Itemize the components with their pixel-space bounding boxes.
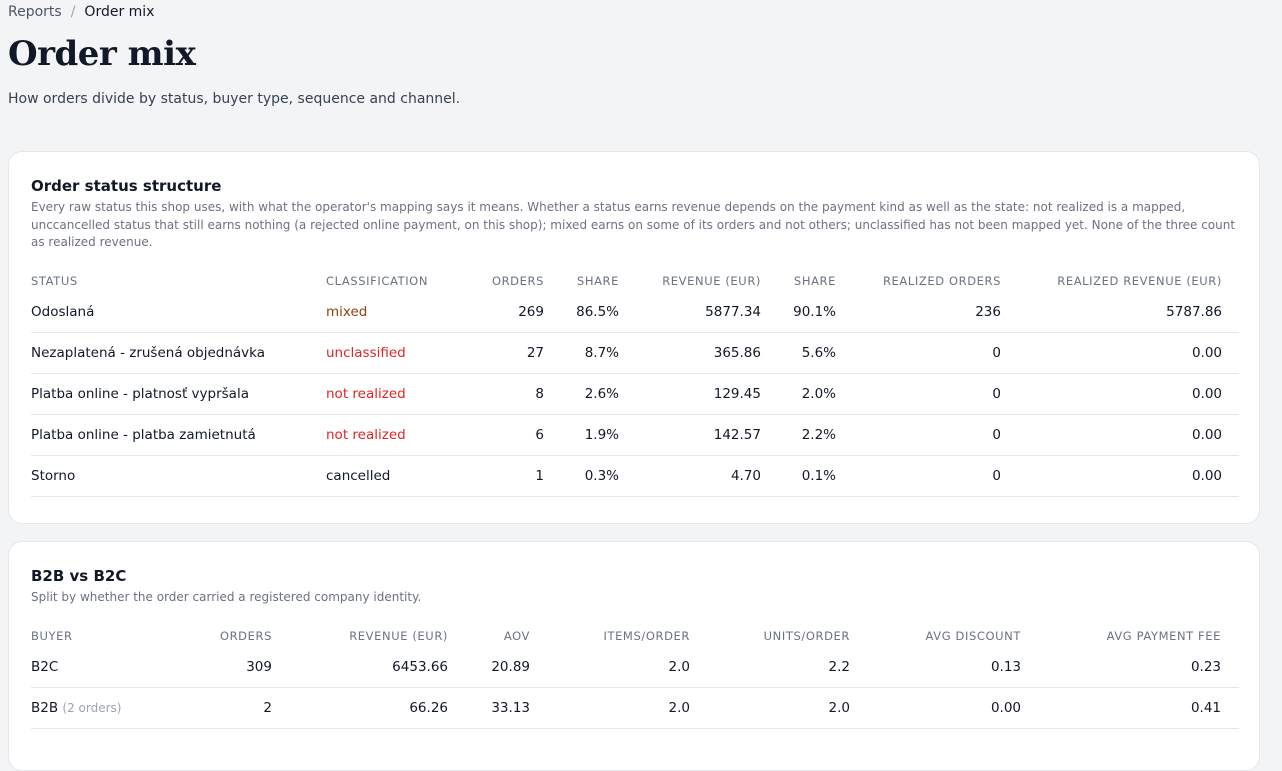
avg-payment-fee-cell: 0.23 <box>1021 646 1221 688</box>
orders-cell: 309 <box>141 646 272 688</box>
table-row: B2B (2 orders) 2 66.26 33.13 2.0 2.0 0.0… <box>31 687 1239 729</box>
table-row: Platba online - platba zamietnutá not re… <box>31 414 1239 456</box>
realized-revenue-cell: 0.00 <box>1001 414 1222 456</box>
column-header[interactable]: AOV <box>503 628 530 643</box>
aov-cell: 33.13 <box>448 687 530 729</box>
revenue-cell: 5877.34 <box>619 291 761 333</box>
revenue-share-cell: 90.1% <box>761 291 836 333</box>
revenue-share-cell: 2.2% <box>761 414 836 456</box>
table-row: B2C 309 6453.66 20.89 2.0 2.2 0.13 0.23 <box>31 646 1239 688</box>
status-cell: Platba online - platnosť vypršala <box>31 373 326 415</box>
items-per-order-cell: 2.0 <box>530 646 690 688</box>
units-per-order-cell: 2.0 <box>690 687 850 729</box>
column-header[interactable]: Classification <box>326 273 429 288</box>
classification-cell: unclassified <box>326 332 451 374</box>
avg-discount-cell: 0.00 <box>850 687 1021 729</box>
items-per-order-cell: 2.0 <box>530 687 690 729</box>
share-cell: 8.7% <box>544 332 619 374</box>
buyer-type-description: Split by whether the order carried a reg… <box>31 590 422 604</box>
realized-orders-cell: 0 <box>836 332 1001 374</box>
page-title: Order mix <box>8 34 196 74</box>
revenue-cell: 129.45 <box>619 373 761 415</box>
realized-orders-cell: 236 <box>836 291 1001 333</box>
classification-cell: cancelled <box>326 455 451 497</box>
column-header[interactable]: Share <box>576 273 619 288</box>
orders-cell: 2 <box>141 687 272 729</box>
status-cell: Storno <box>31 455 326 497</box>
buyer-order-count-note: (2 orders) <box>62 700 122 715</box>
orders-cell: 8 <box>451 373 544 415</box>
revenue-cell: 4.70 <box>619 455 761 497</box>
table-row: Platba online - platnosť vypršala not re… <box>31 373 1239 415</box>
revenue-cell: 142.57 <box>619 414 761 456</box>
breadcrumb-reports-link[interactable]: Reports <box>8 4 62 20</box>
orders-cell: 269 <box>451 291 544 333</box>
column-header[interactable]: Realized revenue (EUR) <box>1057 273 1222 288</box>
column-header[interactable]: Avg discount <box>925 628 1021 643</box>
order-status-title: Order status structure <box>31 177 222 195</box>
orders-cell: 1 <box>451 455 544 497</box>
revenue-cell: 6453.66 <box>272 646 448 688</box>
classification-cell: not realized <box>326 373 451 415</box>
avg-payment-fee-cell: 0.41 <box>1021 687 1221 729</box>
breadcrumb: Reports / Order mix <box>8 0 1274 24</box>
buyer-label: B2C <box>31 658 59 675</box>
breadcrumb-current: Order mix <box>84 4 155 20</box>
breadcrumb-separator: / <box>70 4 76 20</box>
classification-cell: not realized <box>326 414 451 456</box>
table-row: Odoslaná mixed 269 86.5% 5877.34 90.1% 2… <box>31 291 1239 333</box>
buyer-cell: B2C <box>31 646 141 688</box>
realized-orders-cell: 0 <box>836 455 1001 497</box>
column-header[interactable]: Avg payment fee <box>1106 628 1221 643</box>
column-header[interactable]: Items/order <box>603 628 690 643</box>
column-header[interactable]: Buyer <box>31 628 73 643</box>
realized-orders-cell: 0 <box>836 373 1001 415</box>
page-subtitle: How orders divide by status, buyer type,… <box>8 91 461 107</box>
status-cell: Odoslaná <box>31 291 326 333</box>
realized-revenue-cell: 0.00 <box>1001 373 1222 415</box>
column-header[interactable]: Status <box>31 273 78 288</box>
avg-discount-cell: 0.13 <box>850 646 1021 688</box>
status-cell: Platba online - platba zamietnutá <box>31 414 326 456</box>
realized-revenue-cell: 5787.86 <box>1001 291 1222 333</box>
status-cell: Nezaplatená - zrušená objednávka <box>31 332 326 374</box>
share-cell: 1.9% <box>544 414 619 456</box>
revenue-cell: 66.26 <box>272 687 448 729</box>
order-status-card: Order status structure Every raw status … <box>8 151 1260 524</box>
realized-orders-cell: 0 <box>836 414 1001 456</box>
aov-cell: 20.89 <box>448 646 530 688</box>
column-header[interactable]: Share <box>793 273 836 288</box>
column-header[interactable]: Revenue (EUR) <box>349 628 448 643</box>
buyer-label: B2B <box>31 699 59 716</box>
order-status-description: Every raw status this shop uses, with wh… <box>31 200 1236 249</box>
classification-cell: mixed <box>326 291 451 333</box>
realized-revenue-cell: 0.00 <box>1001 332 1222 374</box>
column-header[interactable]: Realized orders <box>882 273 1001 288</box>
share-cell: 2.6% <box>544 373 619 415</box>
table-row: Storno cancelled 1 0.3% 4.70 0.1% 0 0.00 <box>31 455 1239 497</box>
column-header[interactable]: Revenue (EUR) <box>662 273 761 288</box>
revenue-share-cell: 0.1% <box>761 455 836 497</box>
units-per-order-cell: 2.2 <box>690 646 850 688</box>
orders-cell: 6 <box>451 414 544 456</box>
buyer-cell: B2B (2 orders) <box>31 687 141 729</box>
revenue-cell: 365.86 <box>619 332 761 374</box>
revenue-share-cell: 2.0% <box>761 373 836 415</box>
realized-revenue-cell: 0.00 <box>1001 455 1222 497</box>
share-cell: 86.5% <box>544 291 619 333</box>
revenue-share-cell: 5.6% <box>761 332 836 374</box>
buyer-type-title: B2B vs B2C <box>31 567 127 585</box>
buyer-type-card: B2B vs B2C Split by whether the order ca… <box>8 541 1260 771</box>
column-header[interactable]: Units/order <box>763 628 850 643</box>
orders-cell: 27 <box>451 332 544 374</box>
share-cell: 0.3% <box>544 455 619 497</box>
table-row: Nezaplatená - zrušená objednávka unclass… <box>31 332 1239 374</box>
